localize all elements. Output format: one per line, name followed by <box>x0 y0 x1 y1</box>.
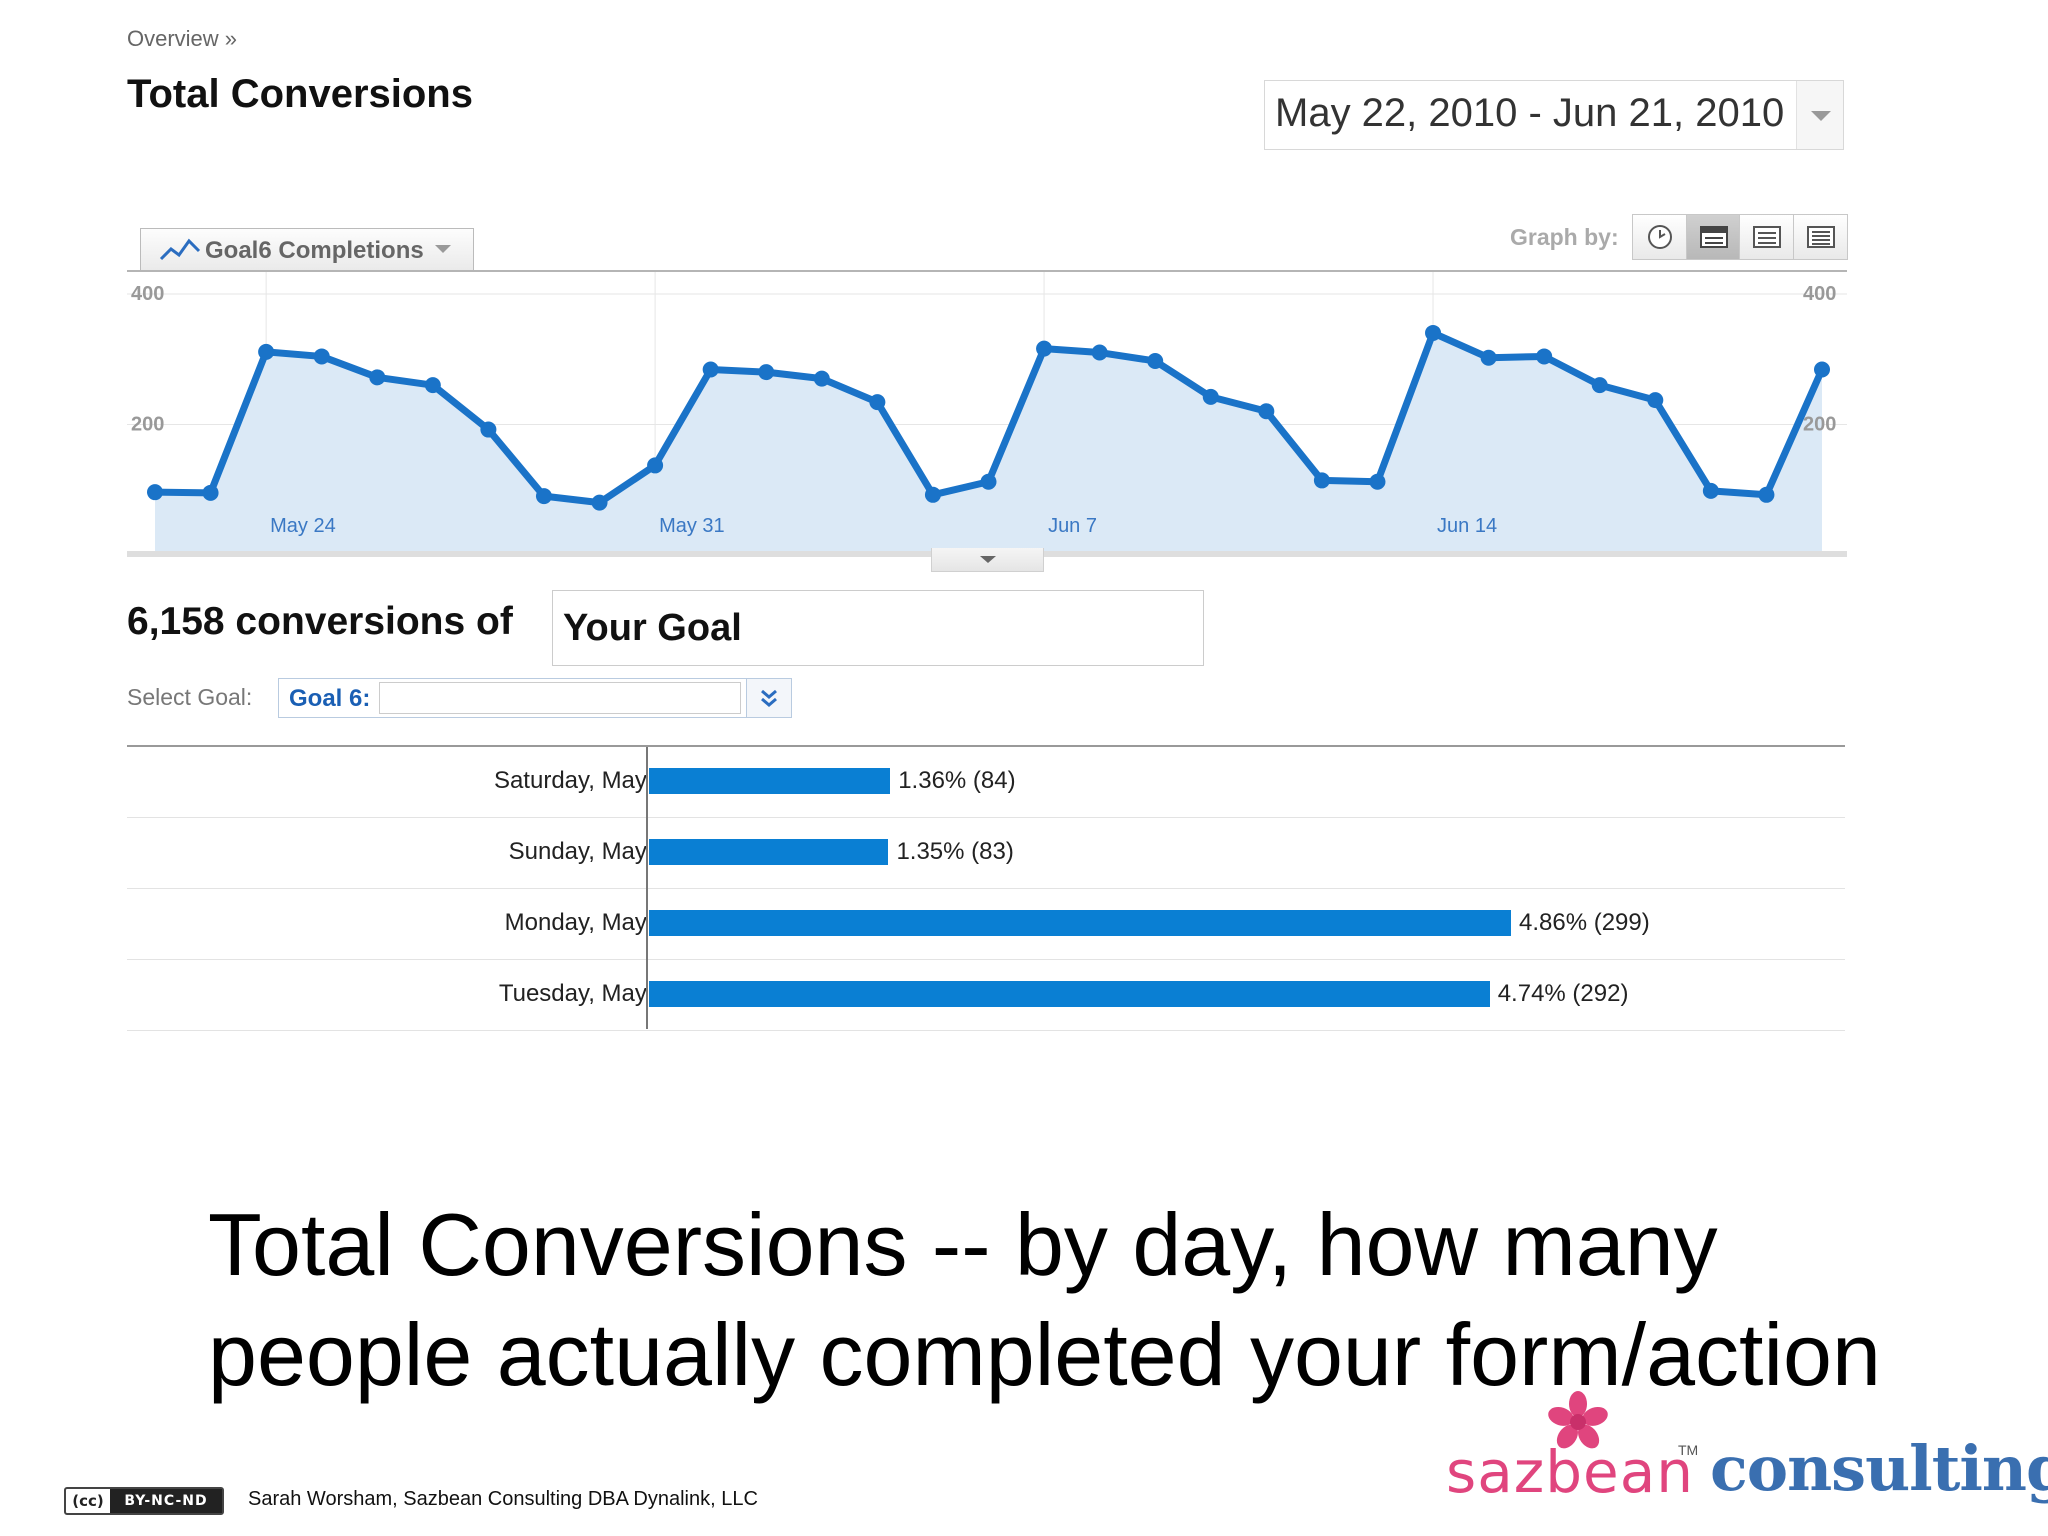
select-goal-label: Select Goal: <box>127 684 253 710</box>
row-value: 1.35% (83) <box>896 838 1014 865</box>
goal-name-input[interactable] <box>552 590 1204 666</box>
chart-data-point <box>1647 392 1664 409</box>
graph-by-day-button[interactable] <box>1686 215 1740 259</box>
breadcrumb[interactable]: Overview » <box>127 26 238 51</box>
chart-y-tick-label-right: 400 <box>1803 283 1836 305</box>
chart-area-fill <box>155 332 1822 551</box>
chart-data-point <box>1036 340 1053 357</box>
cc-license-text: BY-NC-ND <box>110 1489 222 1513</box>
caret-down-icon <box>435 245 451 253</box>
chart-data-point <box>980 473 997 490</box>
slide-caption-line-2: people actually completed your form/acti… <box>208 1305 1881 1404</box>
date-range-picker[interactable]: May 22, 2010 - Jun 21, 2010 <box>1264 80 1844 150</box>
conversions-summary: 6,158 conversions of <box>127 600 513 643</box>
week-icon <box>1753 226 1781 248</box>
goal-select-value: Goal 6: <box>289 685 371 712</box>
chart-data-point <box>702 361 719 378</box>
chart-data-point <box>147 484 163 501</box>
chart-data-point <box>591 494 608 511</box>
page-title: Total Conversions <box>127 72 473 116</box>
chart-data-point <box>924 486 941 503</box>
slide-caption: Total Conversions -- by day, how many pe… <box>208 1190 2008 1410</box>
table-row: Tuesday, May 25, 2010 4.74% (292) <box>127 960 1845 1031</box>
chart-data-point <box>1591 377 1608 394</box>
graph-collapse-handle[interactable] <box>931 548 1044 572</box>
graph-by-hour-button[interactable] <box>1633 215 1687 259</box>
line-graph-icon <box>159 238 201 261</box>
table-row: Sunday, May 23, 2010 1.35% (83) <box>127 818 1845 889</box>
chart-data-point <box>1814 361 1830 378</box>
chart-data-point <box>1258 403 1275 420</box>
chart-data-point <box>1091 344 1108 361</box>
chart-data-point <box>869 394 886 411</box>
clock-icon <box>1648 225 1672 249</box>
chart-data-point <box>1425 324 1442 341</box>
cc-logo-text: (cc) <box>72 1492 104 1510</box>
chart-data-point <box>1147 353 1164 370</box>
chart-data-point <box>424 377 441 394</box>
row-bar <box>649 910 1511 936</box>
goal-select-dropdown-button[interactable] <box>746 679 791 717</box>
slide-caption-line-1: Total Conversions -- by day, how many <box>208 1195 1718 1294</box>
row-value: 4.86% (299) <box>1519 909 1650 936</box>
metric-selector-tab[interactable]: Goal6 Completions <box>140 228 474 270</box>
chart-data-point <box>1202 388 1219 405</box>
chart-x-tick-label: Jun 14 <box>1437 515 1497 537</box>
table-column-divider <box>646 747 648 1029</box>
chart-x-tick-label: May 24 <box>270 515 336 537</box>
chart-data-point <box>535 488 552 505</box>
graph-by-button-group <box>1632 214 1848 260</box>
graph-by-month-button[interactable] <box>1793 215 1847 259</box>
row-bar <box>649 768 891 794</box>
chart-data-point <box>1702 482 1719 499</box>
chart-data-point <box>202 484 219 501</box>
chart-y-tick-label-left: 200 <box>131 413 164 435</box>
conversions-line-chart: 400 400 200 200 May 24 May 31 Jun 7 Jun 14 <box>127 270 1847 557</box>
chart-data-point <box>1758 486 1775 503</box>
chevron-down-icon <box>980 556 996 563</box>
chart-data-point <box>1536 348 1553 365</box>
creative-commons-badge[interactable]: (cc) BY-NC-ND <box>64 1487 224 1515</box>
chart-data-point <box>1369 473 1386 490</box>
chart-data-point <box>258 343 275 360</box>
double-chevron-down-icon <box>761 689 777 707</box>
table-row: Monday, May 24, 2010 4.86% (299) <box>127 889 1845 960</box>
row-value: 1.36% (84) <box>898 767 1016 794</box>
row-bar <box>649 839 889 865</box>
date-range-text: May 22, 2010 - Jun 21, 2010 <box>1275 91 1785 135</box>
chart-y-tick-label-right: 200 <box>1803 413 1836 435</box>
sazbean-consulting-logo: sazbean TM consulting <box>1446 1390 2048 1520</box>
chevron-down-icon <box>1811 111 1831 121</box>
metric-selector-label: Goal6 Completions <box>205 237 424 264</box>
row-bar <box>649 981 1490 1007</box>
flower-icon <box>1548 1391 1608 1449</box>
row-value: 4.74% (292) <box>1497 980 1629 1007</box>
chart-data-point <box>1313 472 1330 489</box>
chart-data-point <box>813 370 830 387</box>
table-top-rule <box>127 745 1845 747</box>
chart-data-point <box>369 369 386 386</box>
goal-select[interactable]: Goal 6: <box>278 678 792 718</box>
chart-data-point <box>647 457 664 474</box>
graph-by-label: Graph by: <box>1510 224 1619 250</box>
chart-y-tick-label-left: 400 <box>131 283 164 305</box>
graph-by-week-button[interactable] <box>1740 215 1794 259</box>
logo-trademark: TM <box>1678 1442 1699 1458</box>
chart-data-point <box>1480 349 1497 366</box>
chart-data-point <box>758 364 775 381</box>
chart-data-point <box>313 348 330 365</box>
footer-credit: Sarah Worsham, Sazbean Consulting DBA Dy… <box>248 1488 758 1510</box>
goal-select-field[interactable] <box>379 682 741 714</box>
month-icon <box>1806 226 1835 248</box>
date-range-dropdown-button[interactable] <box>1796 81 1843 149</box>
chart-x-tick-label: May 31 <box>659 515 725 537</box>
chart-data-point <box>480 421 497 438</box>
table-row: Saturday, May 22, 2010 1.36% (84) <box>127 747 1845 818</box>
day-icon <box>1699 226 1728 248</box>
logo-consulting-text: consulting <box>1710 1432 2048 1505</box>
chart-x-tick-label: Jun 7 <box>1048 515 1097 537</box>
logo-sazbean-text: sazbean <box>1446 1438 1695 1506</box>
